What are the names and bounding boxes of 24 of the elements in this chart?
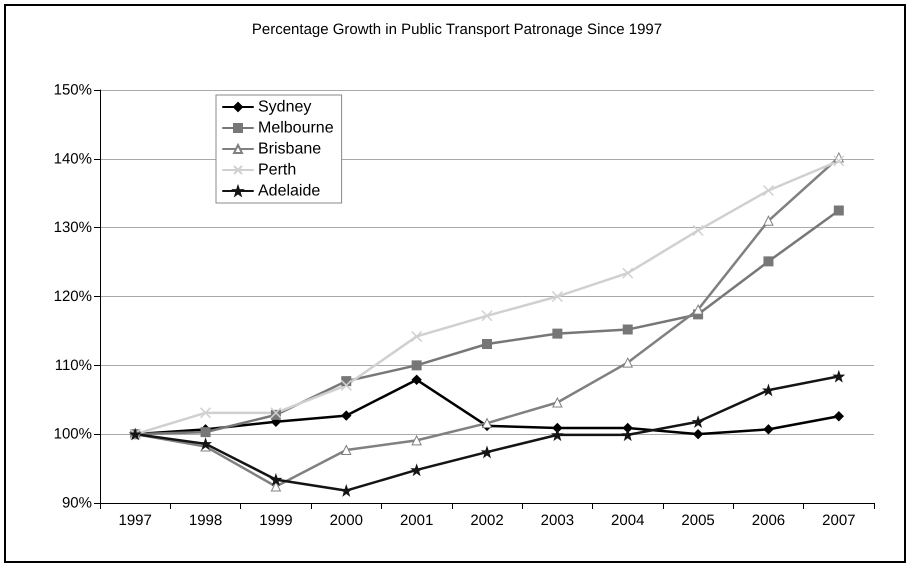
x-tick-label: 2003 xyxy=(540,512,574,529)
x-tick-label: 2006 xyxy=(752,512,786,529)
y-tick-label: 110% xyxy=(54,356,92,374)
x-tick-label: 1998 xyxy=(188,512,222,529)
legend-label: Melbourne xyxy=(258,120,334,136)
x-tick-label: 1997 xyxy=(118,512,152,529)
x-tick-label: 2001 xyxy=(400,512,434,529)
y-tick-label: 90% xyxy=(62,494,92,512)
x-tick-label: 1999 xyxy=(259,512,293,529)
x-tick-label: 2007 xyxy=(822,512,856,529)
legend-label: Sydney xyxy=(258,98,312,116)
x-tick-label: 2000 xyxy=(330,512,363,529)
x-tick-label: 2004 xyxy=(611,512,644,529)
y-tick-label: 120% xyxy=(54,288,92,305)
y-tick-label: 100% xyxy=(54,426,92,443)
legend-label: Adelaide xyxy=(258,182,320,200)
legend-label: Brisbane xyxy=(258,140,322,158)
y-tick-label: 140% xyxy=(54,150,92,168)
y-tick-label: 150% xyxy=(54,82,92,98)
legend-label: Perth xyxy=(258,162,296,178)
chart-title: Percentage Growth in Public Transport Patronage Since 1997 xyxy=(252,21,662,38)
y-tick-label: 130% xyxy=(54,219,92,236)
x-tick-label: 2005 xyxy=(681,512,715,529)
x-tick-label: 2002 xyxy=(470,512,504,529)
